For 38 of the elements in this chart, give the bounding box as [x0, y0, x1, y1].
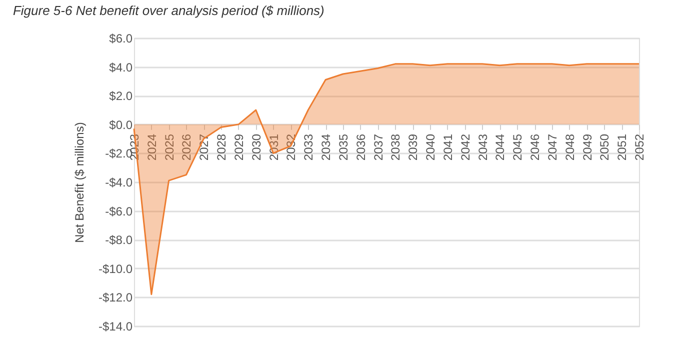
x-tick-label: 2034: [319, 134, 334, 161]
x-tick-label: 2049: [580, 134, 594, 161]
y-tick-label: $2.0: [109, 89, 133, 104]
x-tick-label: 2051: [615, 134, 630, 161]
x-tick-label: 2035: [336, 134, 350, 161]
x-tick-label: 2047: [545, 134, 560, 161]
x-tick-label: 2045: [510, 134, 525, 161]
y-axis-title: Net Benefit ($ millions): [72, 122, 86, 243]
x-tick-label: 2036: [354, 134, 368, 161]
y-tick-label: -$12.0: [98, 290, 133, 305]
x-tick-label: 2041: [440, 134, 455, 161]
x-tick-label: 2026: [180, 134, 194, 161]
y-tick-label: -$8.0: [105, 233, 133, 248]
x-tick-label: 2044: [493, 134, 508, 161]
y-tick-label: -$10.0: [98, 262, 133, 276]
x-tick-label: 2046: [528, 134, 542, 161]
y-tick-label: -$14.0: [98, 320, 133, 334]
x-tick-label: 2025: [162, 134, 176, 161]
y-tick-label: -$4.0: [105, 176, 133, 190]
x-tick-label: 2029: [232, 134, 246, 161]
x-tick-label: 2033: [302, 134, 316, 161]
y-tick-label: $6.0: [109, 32, 133, 46]
x-tick-label: 2028: [214, 134, 229, 161]
y-tick-label: $0.0: [109, 118, 133, 132]
x-tick-label: 2050: [598, 134, 612, 161]
x-tick-label: 2048: [562, 134, 577, 161]
x-tick-label: 2030: [249, 134, 264, 161]
x-tick-label: 2037: [371, 134, 386, 161]
x-tick-label: 2039: [406, 134, 420, 161]
y-tick-label: -$6.0: [105, 204, 133, 218]
chart-title: Figure 5-6 Net benefit over analysis period ($ millions): [12, 3, 324, 18]
x-tick-label: 2052: [632, 134, 646, 161]
x-tick-label: 2042: [458, 134, 472, 161]
x-tick-label: 2043: [476, 134, 490, 161]
y-tick-label: $4.0: [109, 60, 133, 74]
x-tick-label: 2038: [388, 134, 403, 161]
x-tick-label: 2040: [424, 134, 438, 161]
x-tick-label: 2024: [144, 134, 159, 161]
